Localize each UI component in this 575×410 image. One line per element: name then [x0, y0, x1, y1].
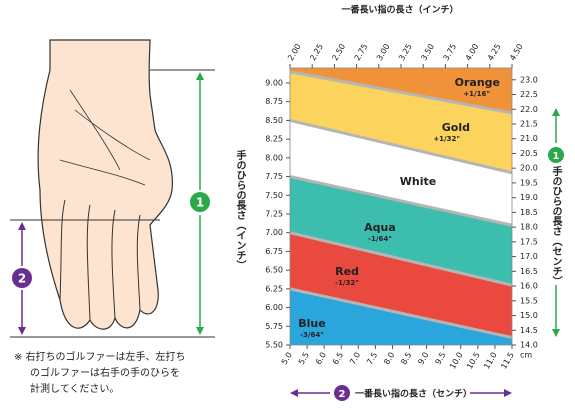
- x-tick-label: 6.0: [314, 351, 328, 367]
- x-tick-label: 7.5: [365, 351, 379, 367]
- y2-tick-label: 18.0: [520, 223, 538, 232]
- y2-axis-title: 手のひらの長さ（センチ）: [550, 165, 563, 286]
- y-tick-label: 7.50: [265, 191, 283, 200]
- band-boundary: [290, 175, 512, 227]
- y-tick-label: 5.50: [265, 341, 283, 350]
- y-tick-label: 8.00: [265, 153, 283, 162]
- x2-tick-label: 4.00: [464, 42, 481, 62]
- band-name: White: [400, 175, 436, 188]
- x-tick-label: 7.0: [348, 351, 362, 367]
- x-tick-label: 11.0: [482, 351, 499, 371]
- x2-axis-title: 一番長い指の長さ（インチ）: [341, 4, 458, 16]
- x2-tick-label: 3.75: [442, 42, 459, 62]
- y-tick-label: 7.25: [265, 209, 283, 218]
- y2-tick-label: 23.0: [520, 75, 538, 84]
- x-unit: cm: [520, 351, 532, 360]
- y2-tick-label: 19.5: [520, 178, 538, 187]
- x-tick-label: 5.5: [297, 351, 311, 367]
- finger-marker: 2: [18, 272, 26, 286]
- y2-tick-label: 21.5: [520, 119, 538, 128]
- y2-tick-label: 22.5: [520, 90, 538, 99]
- x-tick-label: 6.5: [331, 351, 345, 367]
- y2-tick-label: 14.0: [520, 341, 538, 350]
- hand-illustration: 1 2: [10, 39, 215, 338]
- x-tick-label: 10.5: [465, 351, 482, 371]
- palm-marker: 1: [553, 151, 560, 162]
- x2-tick-label: 4.25: [486, 42, 503, 62]
- band-adjustment: +1/16": [463, 90, 490, 98]
- y2-tick-label: 15.5: [520, 296, 538, 305]
- x2-tick-label: 2.00: [286, 42, 303, 62]
- y-tick-label: 6.75: [265, 247, 283, 256]
- x2-tick-label: 2.75: [353, 42, 370, 62]
- band-name: Red: [335, 265, 359, 278]
- band-boundary: [290, 231, 512, 287]
- band: [290, 288, 512, 345]
- y-tick-label: 8.75: [265, 97, 283, 106]
- x2-tick-label: 3.50: [419, 42, 436, 62]
- x2-tick-label: 3.25: [397, 42, 414, 62]
- band-adjustment: -1/32": [335, 279, 359, 287]
- y2-tick-label: 20.5: [520, 149, 538, 158]
- band-boundary: [290, 118, 512, 175]
- y-tick-label: 6.50: [265, 266, 283, 275]
- y-tick-label: 8.25: [265, 135, 283, 144]
- x2-tick-label: 2.50: [331, 42, 348, 62]
- y2-tick-label: 16.5: [520, 267, 538, 276]
- x-tick-label: 11.5: [499, 351, 516, 371]
- note-line: のゴルファーは右手の手のひらを: [30, 366, 180, 379]
- palm-marker: 1: [196, 196, 204, 210]
- band-name: Aqua: [364, 221, 396, 234]
- y-axis-title: 手のひらの長さ（インチ）: [234, 149, 247, 270]
- x-tick-label: 9.5: [433, 351, 447, 367]
- y-tick-label: 5.75: [265, 322, 283, 331]
- finger-marker: 2: [339, 389, 346, 400]
- x-tick-label: 9.0: [416, 351, 430, 367]
- y-tick-label: 6.25: [265, 284, 283, 293]
- note-line: ※ 右打ちのゴルファーは左手、左打ち: [14, 350, 186, 363]
- x-tick-label: 10.0: [448, 351, 465, 371]
- band-name: Gold: [442, 121, 470, 134]
- band-boundary: [290, 70, 512, 115]
- band-name: Blue: [298, 317, 325, 330]
- y2-tick-label: 22.0: [520, 105, 538, 114]
- y-tick-label: 9.00: [265, 78, 283, 87]
- y2-tick-label: 20.0: [520, 164, 538, 173]
- y2-tick-label: 15.0: [520, 311, 538, 320]
- x-tick-label: 8.0: [382, 351, 396, 367]
- band-adjustment: +1/32": [433, 135, 460, 143]
- y-tick-label: 7.75: [265, 172, 283, 181]
- y2-tick-label: 19.0: [520, 193, 538, 202]
- y2-tick-label: 18.5: [520, 208, 538, 217]
- band-name: Orange: [455, 76, 500, 89]
- band-boundary: [290, 287, 512, 339]
- y-tick-label: 6.00: [265, 303, 283, 312]
- x-axis-title: 一番長い指の長さ（センチ）: [355, 388, 472, 400]
- y2-tick-label: 17.0: [520, 252, 538, 261]
- plot-area: [290, 68, 512, 345]
- y-tick-label: 7.00: [265, 228, 283, 237]
- band-adjustment: -3/64": [300, 331, 324, 339]
- x-tick-label: 5.0: [280, 351, 294, 367]
- x2-tick-label: 4.50: [508, 42, 525, 62]
- x-tick-label: 8.5: [399, 351, 413, 367]
- x2-tick-label: 2.25: [308, 42, 325, 62]
- note-line: 計測してください。: [30, 382, 119, 395]
- y2-tick-label: 21.0: [520, 134, 538, 143]
- x2-tick-label: 3.00: [375, 42, 392, 62]
- y2-tick-label: 17.5: [520, 237, 538, 246]
- y-tick-label: 8.50: [265, 116, 283, 125]
- y2-tick-label: 14.5: [520, 326, 538, 335]
- band-adjustment: -1/64": [368, 235, 392, 243]
- y2-tick-label: 16.0: [520, 282, 538, 291]
